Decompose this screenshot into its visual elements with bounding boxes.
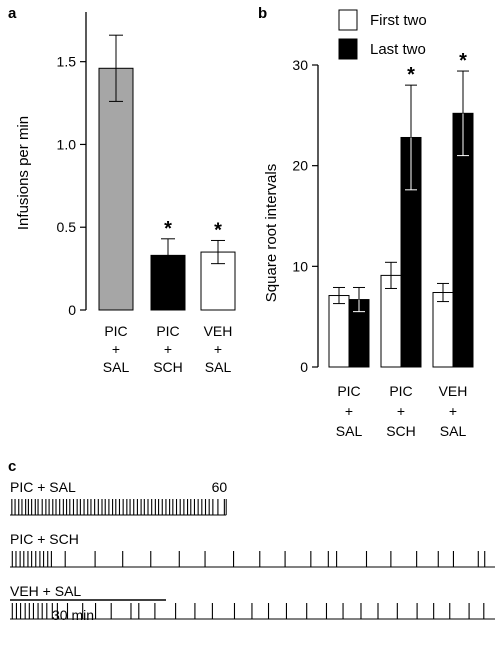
- panel-letter-b: b: [258, 5, 267, 22]
- panel-a-category-label: PIC: [156, 323, 179, 339]
- panel-b-category-label: PIC: [389, 383, 412, 399]
- panel-a-y-tick-label: 0: [68, 302, 76, 318]
- panel-a-category-label: VEH: [204, 323, 233, 339]
- panel-letter-a: a: [8, 5, 17, 22]
- panel-a-category-label: SAL: [205, 359, 232, 375]
- panel-a-y-tick-label: 1.0: [57, 136, 77, 152]
- panel-b-bar: [432, 292, 454, 368]
- panel-b-category-label: SAL: [336, 423, 363, 439]
- panel-a-y-axis-title: Infusions per min: [15, 116, 32, 230]
- panel-a-significance-star: *: [164, 218, 172, 240]
- panel-b-chart: Square root intervals 0 10 20 30 * * PIC + SAL PI…: [263, 9, 474, 439]
- panel-a-category-label: +: [214, 341, 222, 357]
- panel-b-y-axis-title: Square root intervals: [263, 164, 280, 302]
- panel-b-bar: [380, 274, 402, 368]
- panel-b-legend-label: First two: [370, 12, 427, 29]
- panel-b-legend-label: Last two: [370, 41, 426, 58]
- panel-b-y-tick-label: 20: [292, 158, 308, 174]
- panel-a-category-label: SAL: [103, 359, 130, 375]
- panel-b-category-label: SCH: [386, 423, 416, 439]
- raster-row-label: VEH + SAL: [10, 583, 81, 599]
- panel-b-significance-star: *: [459, 50, 467, 72]
- panel-letter-c: c: [8, 458, 16, 475]
- panel-b-category-label: +: [449, 403, 457, 419]
- panel-b-category-label: PIC: [337, 383, 360, 399]
- panel-a-y-tick-label: 0.5: [57, 219, 77, 235]
- panel-a-chart: Infusions per min 0 0.5 1.0 1.5 PIC + SAL * PIC +…: [15, 12, 236, 375]
- panel-b-legend-swatch: [338, 9, 358, 31]
- panel-a-category-label: +: [112, 341, 120, 357]
- panel-a-category-label: SCH: [153, 359, 183, 375]
- panel-a-significance-star: *: [214, 219, 222, 241]
- panel-b-category-label: +: [345, 403, 353, 419]
- panel-a-bar: [98, 67, 134, 311]
- panel-b-category-label: +: [397, 403, 405, 419]
- panel-b-legend-swatch: [338, 38, 358, 60]
- scale-bar-label: 30 min: [52, 607, 94, 623]
- panel-b-y-tick-label: 0: [300, 359, 308, 375]
- raster-row-count: 60: [212, 479, 228, 495]
- panel-b-category-label: SAL: [440, 423, 467, 439]
- panel-b-bar: [328, 295, 350, 368]
- raster-row-label: PIC + SCH: [10, 531, 79, 547]
- panel-b-y-tick-label: 30: [292, 57, 308, 73]
- panel-a-category-label: +: [164, 341, 172, 357]
- raster-row-label: PIC + SAL: [10, 479, 76, 495]
- panel-a-category-label: PIC: [104, 323, 127, 339]
- panel-a-y-tick-label: 1.5: [57, 54, 77, 70]
- panel-b-y-tick-label: 10: [292, 258, 308, 274]
- panel-b-significance-star: *: [407, 64, 415, 86]
- panel-b-category-label: VEH: [439, 383, 468, 399]
